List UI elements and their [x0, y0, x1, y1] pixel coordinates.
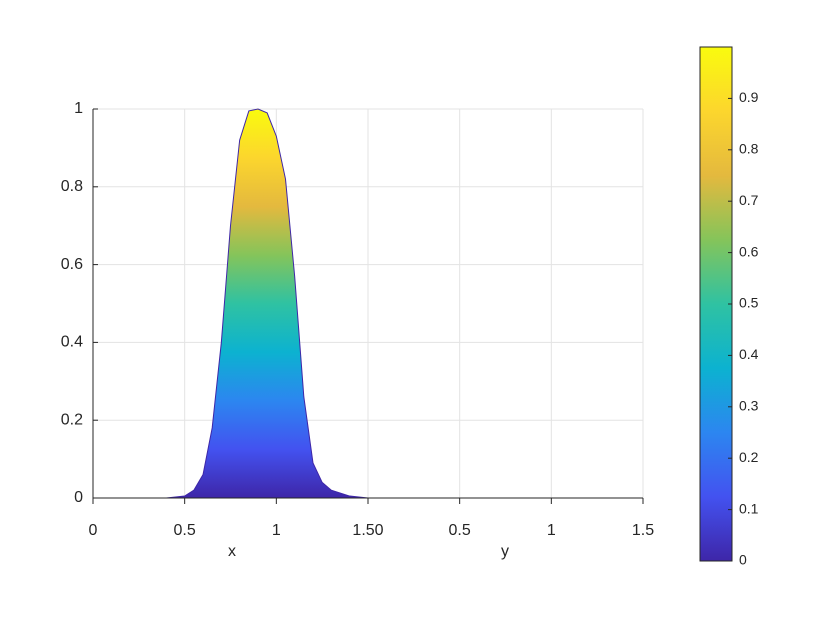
y-tick-label: 0.4 [61, 334, 83, 351]
y-tick-label: 0.8 [61, 178, 83, 195]
colorbar-tick-label: 0.1 [739, 500, 759, 516]
colorbar-tick-label: 0 [739, 552, 747, 568]
x-tick-label: 0.5 [174, 522, 196, 539]
surface-area [93, 108, 643, 499]
y-tick-label: 0.6 [61, 256, 83, 273]
x-tick-label: 1.50 [352, 522, 383, 539]
colorbar-tick-label: 0.7 [739, 192, 759, 208]
colorbar-tick-label: 0.9 [739, 89, 759, 105]
x-tick-label: 1.5 [632, 522, 654, 539]
colorbar-tick-label: 0.2 [739, 449, 759, 465]
y-tick-label: 0.2 [61, 411, 83, 428]
x-tick-label: 0 [89, 522, 98, 539]
colorbar: 0 0.1 0.2 0.3 0.4 0.5 0.6 0.7 0.8 0.9 [699, 46, 759, 568]
x-tick-label: 1 [547, 522, 556, 539]
y-axis-label: y [501, 543, 509, 560]
colorbar-fill [699, 46, 733, 562]
colorbar-tick-label: 0.6 [739, 243, 759, 259]
x-axis-label: x [228, 543, 236, 560]
colorbar-tick-label: 0.4 [739, 346, 759, 362]
y-tick-label: 0 [74, 489, 83, 506]
x-tick-label: 1 [272, 522, 281, 539]
y-tick-label: 1 [74, 100, 83, 117]
colorbar-tick-label: 0.3 [739, 398, 759, 414]
x-tick-label: 0.5 [449, 522, 471, 539]
colorbar-tick-label: 0.8 [739, 141, 759, 157]
colorbar-tick-label: 0.5 [739, 295, 759, 311]
